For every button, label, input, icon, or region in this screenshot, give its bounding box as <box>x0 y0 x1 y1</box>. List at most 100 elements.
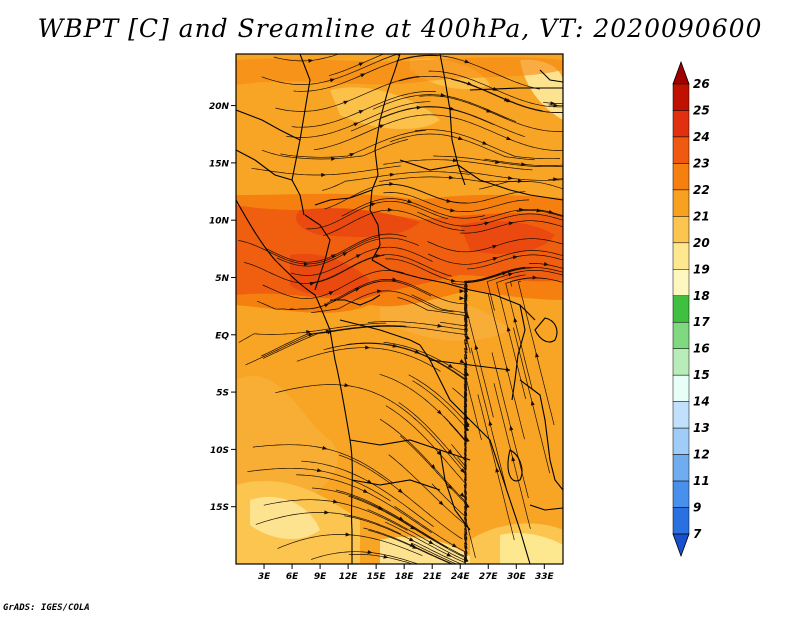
streamline <box>296 474 432 534</box>
streamline-arrow <box>451 543 458 548</box>
lat-label: EQ <box>215 331 229 341</box>
lon-label: 30E <box>507 572 527 582</box>
streamline-arrow <box>303 262 309 267</box>
streamline-arrow <box>465 420 470 426</box>
lon-label: 27E <box>479 572 499 582</box>
streamline-arrow <box>447 484 453 490</box>
colorbar-label: 20 <box>693 236 710 250</box>
lon-label: 15E <box>367 572 387 582</box>
colorbar: 26 25 24 23 22 21 20 19 18 17 16 15 14 13 12 11 9 7 <box>672 60 710 558</box>
colorbar-segment <box>672 321 690 349</box>
streamline <box>414 129 561 160</box>
streamline <box>470 347 508 494</box>
colorbar-label: 9 <box>693 501 701 515</box>
streamline-arrow <box>492 257 498 261</box>
lat-label: 10S <box>210 446 229 456</box>
streamline-arrow <box>377 505 384 510</box>
streamline <box>312 487 448 549</box>
streamline-arrow <box>436 409 442 415</box>
colorbar-segment <box>672 189 690 217</box>
streamline-arrows <box>303 54 559 563</box>
colorbar-label: 11 <box>693 474 710 488</box>
colorbar-max-triangle <box>672 60 690 85</box>
streamline-arrow <box>459 296 465 301</box>
lat-label: 5N <box>215 274 229 284</box>
lat-label: 15S <box>210 503 229 513</box>
streamline-arrow <box>512 255 519 260</box>
streamline <box>322 171 470 191</box>
streamline <box>291 246 433 276</box>
streamline-arrow <box>408 537 415 542</box>
streamline-arrow <box>505 366 510 372</box>
streamline-arrow <box>398 516 404 521</box>
streamline-arrow <box>508 272 514 277</box>
streamline-arrow <box>448 175 454 180</box>
streamline-arrow <box>379 124 385 129</box>
colorbar-label: 16 <box>693 342 710 356</box>
map-frame <box>235 53 564 565</box>
streamline <box>261 325 406 357</box>
colorbar-segment <box>672 163 690 191</box>
streamline-arrow <box>407 199 413 203</box>
colorbar-label: 23 <box>693 156 710 170</box>
streamline <box>487 293 525 440</box>
streamline-arrow <box>464 436 469 442</box>
streamline-arrow <box>308 58 314 63</box>
streamline-arrow <box>511 456 516 462</box>
streamline <box>313 114 458 151</box>
colorbar-segment <box>672 136 690 164</box>
colorbar-label: 12 <box>693 448 710 462</box>
lon-label: 12E <box>339 572 359 582</box>
lon-label: 18E <box>395 572 415 582</box>
streamline-arrow <box>465 313 470 319</box>
streamline-arrow <box>517 179 523 184</box>
colorbar-label: 25 <box>693 103 710 117</box>
streamline-arrow <box>464 414 469 421</box>
colorbar-segment <box>672 427 690 455</box>
streamline-arrow <box>492 244 498 249</box>
streamlines <box>238 54 563 564</box>
lat-label: 10N <box>209 217 230 227</box>
streamline <box>275 75 420 112</box>
streamline <box>247 467 391 502</box>
streamline-arrow <box>550 101 556 106</box>
streamline-arrow <box>392 343 398 348</box>
colorbar-segment <box>672 480 690 508</box>
streamline-arrow <box>536 208 542 213</box>
colorbar-label: 13 <box>693 421 710 435</box>
streamline-arrow <box>501 271 508 276</box>
streamline <box>323 209 465 236</box>
colorbar-label: 26 <box>693 77 710 91</box>
streamline <box>293 55 438 92</box>
lon-label: 24E <box>451 572 471 582</box>
streamline-arrow <box>330 156 337 161</box>
streamline <box>338 454 463 540</box>
streamline <box>291 91 436 128</box>
wbpt-field <box>236 54 563 564</box>
streamline-arrow <box>358 62 364 67</box>
streamline <box>346 342 468 381</box>
streamline-arrow <box>308 332 314 337</box>
streamline-arrow <box>316 468 323 473</box>
streamline-arrow <box>521 162 527 167</box>
streamline <box>261 139 408 160</box>
streamline-arrow <box>464 556 469 563</box>
streamline-arrow <box>389 181 395 186</box>
streamline <box>428 70 563 108</box>
streamline <box>245 325 389 366</box>
colorbar-label: 24 <box>693 130 710 144</box>
streamline-arrow <box>495 160 501 164</box>
streamline <box>261 54 400 85</box>
streamline <box>262 270 405 299</box>
streamline-arrow <box>375 253 381 258</box>
streamline-arrow <box>329 78 336 83</box>
streamline <box>505 277 546 391</box>
streamline <box>265 233 407 263</box>
streamline-arrow <box>459 289 465 294</box>
streamline-arrow <box>447 449 453 455</box>
streamline <box>273 54 340 62</box>
streamline-arrow <box>343 100 349 105</box>
streamline <box>396 54 540 90</box>
streamline-arrow <box>324 510 330 515</box>
colorbar-segment <box>672 507 690 535</box>
